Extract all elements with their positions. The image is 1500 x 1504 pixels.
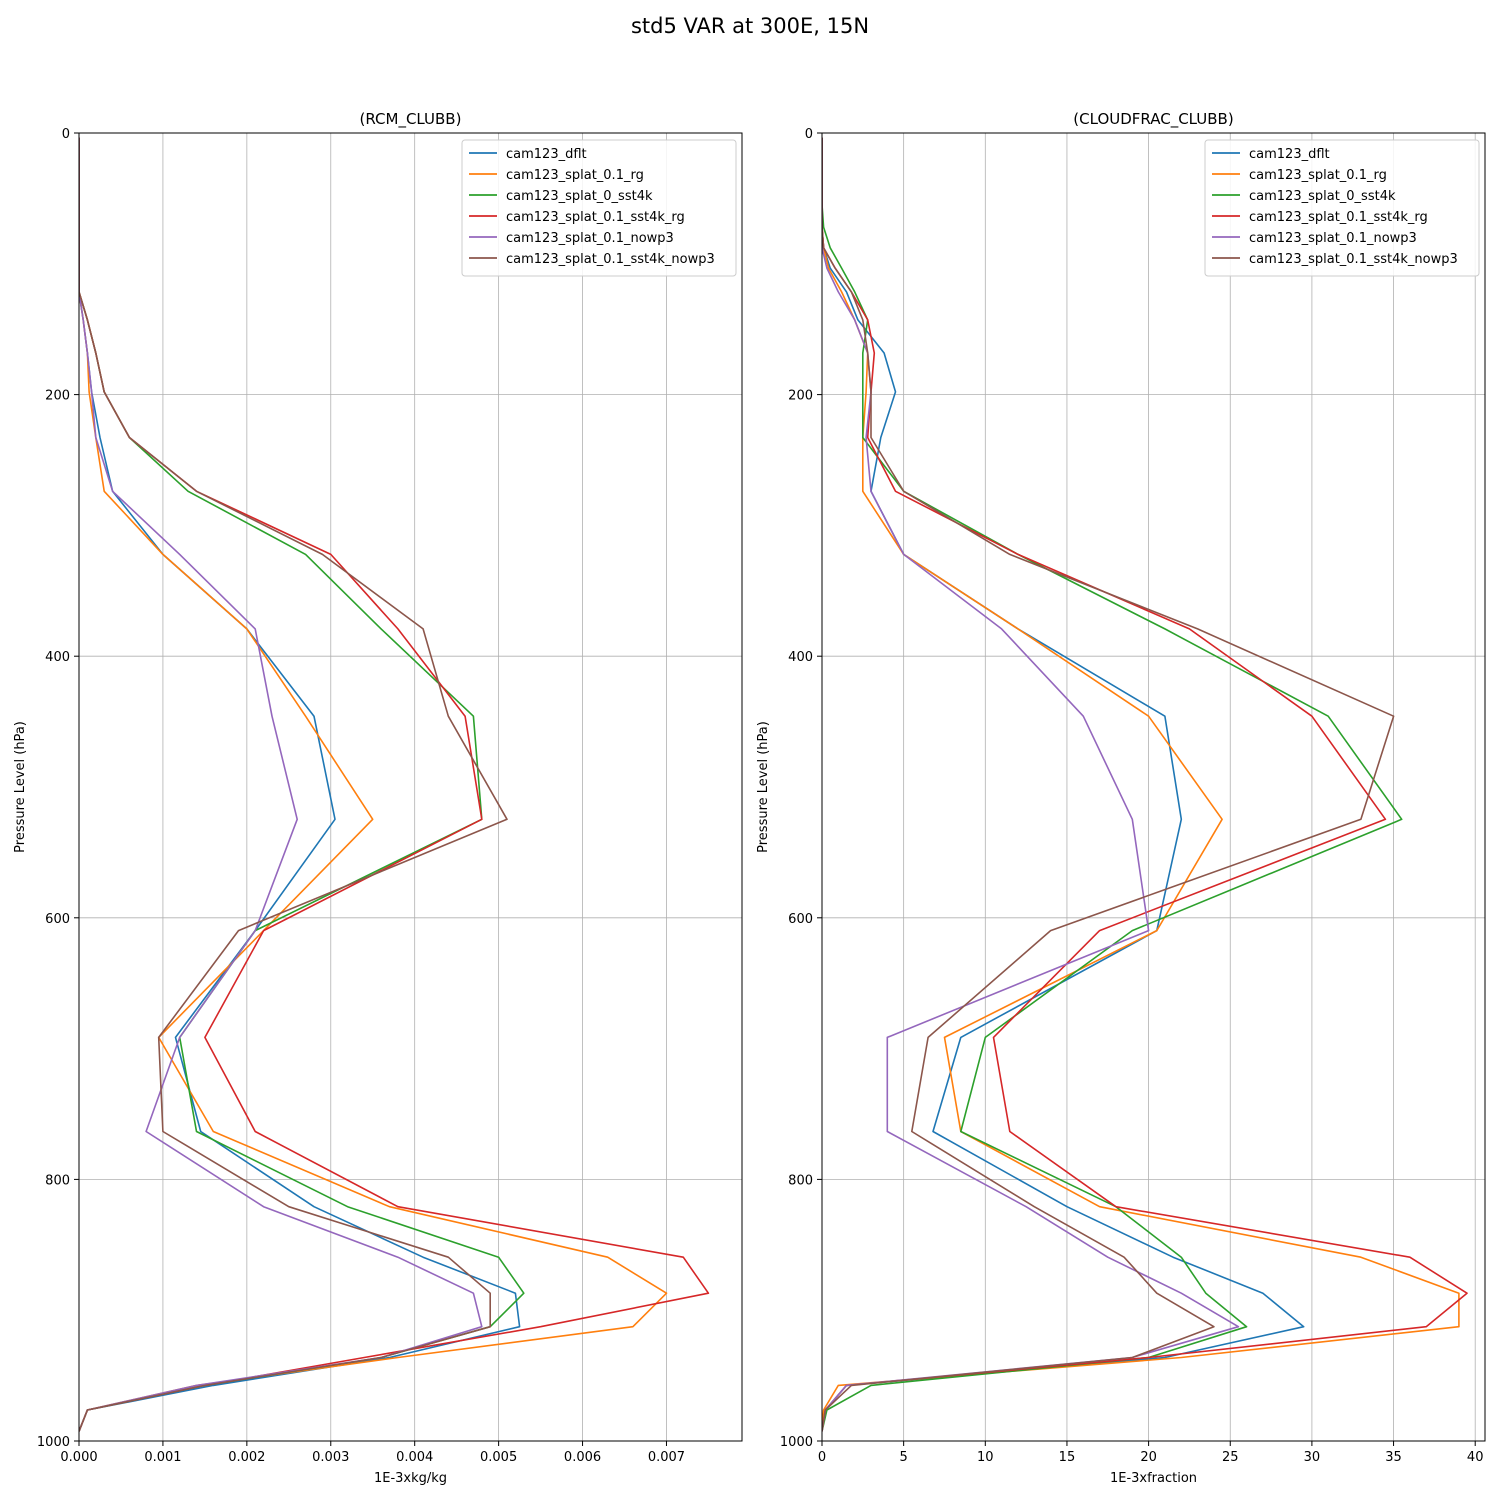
x-tick-label: 40	[1467, 1450, 1484, 1465]
panel-rcm-clubb: 0.000 0.001 0.002 0.003 0.004 0.005 0.006 0.007…	[13, 110, 743, 1486]
y-tick-label: 600	[45, 912, 70, 927]
x-tick-label: 0.007	[648, 1450, 685, 1465]
x-tick-label: 0.001	[144, 1450, 181, 1465]
x-tick-label: 10	[977, 1450, 994, 1465]
axes-title: (RCM_CLUBB)	[360, 110, 462, 129]
legend-label: cam123_splat_0.1_nowp3	[506, 231, 674, 246]
x-tick-label: 15	[1059, 1450, 1076, 1465]
legend-label: cam123_splat_0.1_sst4k_nowp3	[1249, 252, 1458, 267]
panel-cloudfrac-clubb: 0 5 10 15 20 25 30 35 4002004006008001000(CLOUDF…	[756, 110, 1486, 1486]
legend-label: cam123_splat_0_sst4k	[506, 189, 653, 204]
x-tick-label: 25	[1222, 1450, 1239, 1465]
x-tick-label: 5	[900, 1450, 908, 1465]
x-tick-label: 0.006	[564, 1450, 601, 1465]
y-tick-label: 800	[788, 1173, 813, 1188]
y-tick-label: 800	[45, 1173, 70, 1188]
legend-label: cam123_splat_0.1_rg	[506, 168, 644, 183]
series-lines	[79, 137, 710, 1432]
y-tick-label: 1000	[37, 1435, 70, 1450]
x-tick-label: 35	[1385, 1450, 1402, 1465]
legend-label: cam123_dflt	[1249, 147, 1330, 162]
legend-label: cam123_splat_0.1_sst4k_rg	[1249, 210, 1428, 225]
legend-label: cam123_splat_0.1_sst4k_nowp3	[506, 252, 715, 267]
series-line-cam123-splat-0-1-sst4k-nowp3	[822, 137, 1395, 1432]
series-line-cam123-dflt	[822, 137, 1305, 1432]
legend-label: cam123_splat_0.1_rg	[1249, 168, 1387, 183]
legend-box	[1204, 139, 1480, 277]
y-tick-label: 400	[788, 650, 813, 665]
y-axis-label: Pressure Level (hPa)	[13, 721, 28, 853]
legend-label: cam123_splat_0.1_nowp3	[1249, 231, 1417, 246]
x-tick-label: 30	[1304, 1450, 1321, 1465]
y-tick-label: 200	[45, 389, 70, 404]
x-tick-label: 0.004	[396, 1450, 433, 1465]
grid	[821, 132, 1485, 1442]
y-tick-label: 200	[788, 389, 813, 404]
series-line-cam123-splat-0-1-rg	[822, 137, 1460, 1432]
x-tick-label: 0.002	[228, 1450, 265, 1465]
legend-box	[461, 139, 737, 277]
series-line-cam123-splat-0-1-rg	[79, 137, 668, 1432]
x-axis-label: 1E-3xkg/kg	[374, 1471, 447, 1486]
series-line-cam123-splat-0-1-nowp3	[822, 137, 1240, 1432]
x-tick-label: 0.005	[480, 1450, 517, 1465]
series-line-cam123-dflt	[79, 137, 521, 1432]
series-line-cam123-splat-0-sst4k	[79, 137, 525, 1432]
legend-label: cam123_splat_0.1_sst4k_rg	[506, 210, 685, 225]
legend-label: cam123_splat_0_sst4k	[1249, 189, 1396, 204]
y-tick-label: 400	[45, 650, 70, 665]
axes-frame	[821, 132, 1486, 1442]
series-line-cam123-splat-0-sst4k	[822, 137, 1403, 1432]
legend-label: cam123_dflt	[506, 147, 587, 162]
x-tick-label: 0.003	[312, 1450, 349, 1465]
y-tick-label: 1000	[780, 1435, 813, 1450]
series-line-cam123-splat-0-1-sst4k-rg	[79, 137, 710, 1432]
series-line-cam123-splat-0-1-sst4k-nowp3	[79, 137, 508, 1432]
x-tick-label: 0.000	[60, 1450, 97, 1465]
y-tick-label: 0	[62, 127, 70, 142]
series-line-cam123-splat-0-1-sst4k-rg	[822, 137, 1468, 1432]
y-tick-label: 0	[805, 127, 813, 142]
legend: cam123_dflt cam123_splat_0.1_rg cam123_spl…	[1204, 139, 1480, 277]
x-axis-label: 1E-3xfraction	[1110, 1471, 1197, 1486]
x-tick-label: 0	[818, 1450, 826, 1465]
y-tick-label: 600	[788, 912, 813, 927]
legend: cam123_dflt cam123_splat_0.1_rg cam123_spl…	[461, 139, 737, 277]
series-lines	[822, 137, 1468, 1432]
series-line-cam123-splat-0-1-nowp3	[79, 137, 483, 1432]
axes-frame	[78, 132, 743, 1442]
axes-title: (CLOUDFRAC_CLUBB)	[1073, 110, 1233, 129]
x-tick-label: 20	[1140, 1450, 1157, 1465]
y-axis-label: Pressure Level (hPa)	[756, 721, 771, 853]
figure-title: std5 VAR at 300E, 15N	[630, 14, 870, 38]
